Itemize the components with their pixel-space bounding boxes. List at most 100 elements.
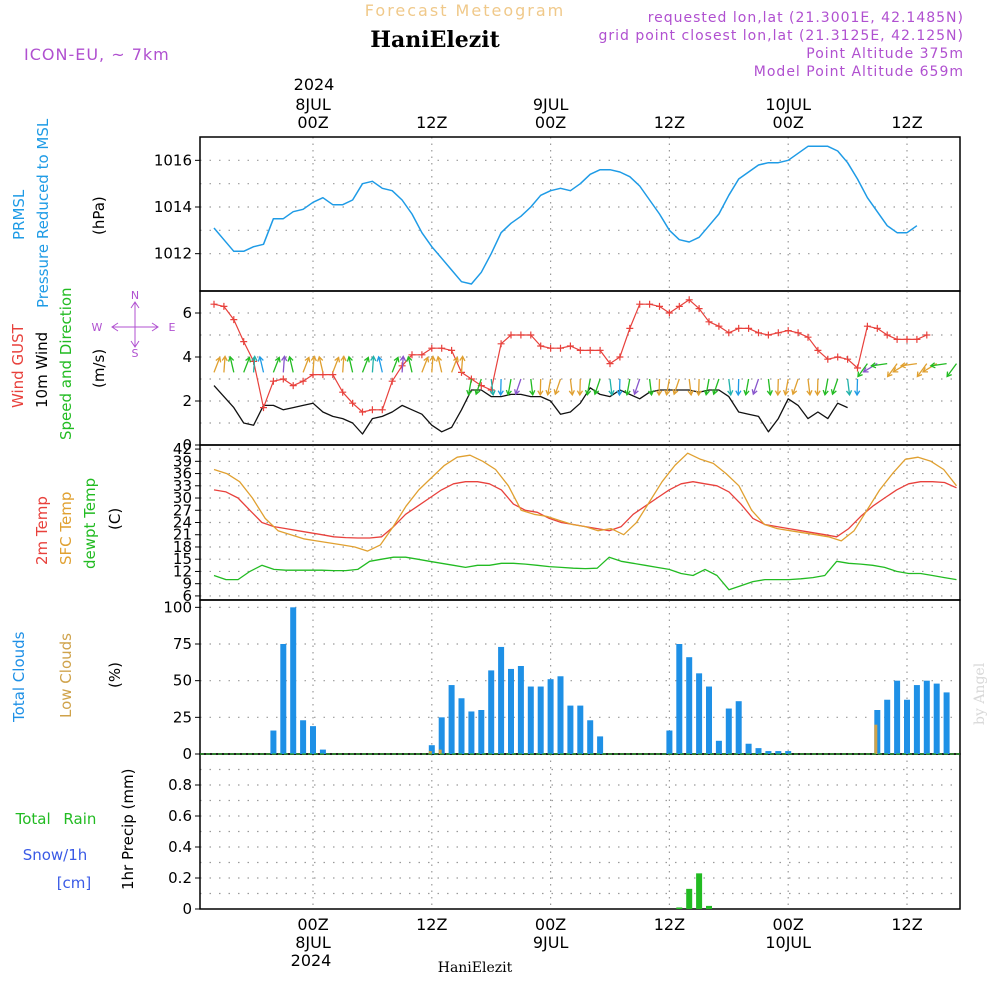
- wind-direction-arrow: [824, 378, 829, 395]
- wind-direction-arrow: [930, 362, 947, 367]
- wind-panel-frame: [199, 290, 961, 446]
- total-cloud-bar: [884, 699, 891, 754]
- total-cloud-bar: [280, 644, 287, 754]
- wind-gust-marker: [299, 377, 307, 385]
- wind-gust-marker: [804, 333, 812, 341]
- total-cloud-bar: [468, 711, 475, 754]
- wind-gust-marker: [566, 342, 574, 350]
- wind-direction-arrow: [312, 356, 315, 373]
- pressure-ytick-label: 1014: [154, 198, 192, 216]
- wind-direction-arrowhead: [929, 362, 936, 369]
- wind-gust-marker: [675, 302, 683, 310]
- wind-ytick-label: 0: [182, 436, 192, 454]
- wind-direction-arrowhead: [568, 390, 575, 397]
- wind-gust-marker: [448, 346, 456, 354]
- wind-direction-arrow: [871, 362, 888, 367]
- clouds-ytick-label: 0: [182, 745, 192, 763]
- wind-unit: (m/s): [90, 349, 108, 388]
- top-x-label: 10JUL: [765, 95, 811, 114]
- wind-direction-arrowhead: [857, 371, 863, 378]
- wind-gust-marker: [418, 351, 426, 359]
- total-cloud-bar: [775, 751, 782, 754]
- wind-gust-marker: [873, 324, 881, 332]
- rain-bar: [706, 905, 712, 909]
- wind-direction-arrowhead: [274, 356, 281, 363]
- rain-bar: [696, 873, 703, 909]
- total-cloud-bar: [319, 749, 326, 754]
- wind-gust-marker: [893, 335, 901, 343]
- wind-direction-arrowhead: [376, 355, 383, 362]
- wind-gust-marker: [497, 340, 505, 348]
- wind-gust-marker: [824, 355, 832, 363]
- bottom-x-label: 9JUL: [533, 933, 569, 952]
- wind-direction-arrowhead: [712, 389, 718, 396]
- wind-gust-line: [213, 299, 928, 413]
- wind-direction-arrowhead: [215, 356, 222, 363]
- wind-direction-arrow: [515, 378, 522, 395]
- compass-n: N: [131, 289, 139, 302]
- bottom-x-label: 12Z: [891, 915, 922, 934]
- wind-direction-arrowhead: [608, 390, 615, 397]
- total-cloud-bar: [448, 685, 455, 754]
- top-x-label: 8JUL: [295, 95, 331, 114]
- total-cloud-bar: [933, 683, 940, 754]
- wind-direction-arrow: [530, 378, 534, 395]
- wind-gust-marker: [240, 338, 248, 346]
- wind-direction-arrowhead: [489, 390, 496, 397]
- wind-direction-arrowhead: [228, 355, 235, 362]
- data-layer: [200, 145, 960, 909]
- rain-bar: [676, 907, 683, 909]
- wind-direction-arrow: [648, 378, 653, 395]
- wind-direction-arrow: [705, 378, 710, 395]
- total-cloud-bar: [310, 726, 316, 754]
- wind-direction-arrow: [437, 356, 443, 373]
- total-cloud-bar: [706, 686, 712, 754]
- total-cloud-bar: [943, 692, 950, 754]
- temp-2m-label: 2m Temp: [33, 496, 51, 565]
- wind-gust-marker: [210, 300, 218, 308]
- total-cloud-bar: [537, 686, 544, 754]
- wind-gust-marker: [537, 342, 545, 350]
- wind-direction-arrow: [401, 356, 404, 373]
- wind-direction-arrow: [282, 356, 286, 373]
- bottom-x-label: 12Z: [416, 915, 447, 934]
- wind-gust-marker: [359, 408, 366, 416]
- wind-gust-marker: [725, 329, 733, 337]
- wind-direction-arrowhead: [782, 389, 790, 396]
- wind-direction-arrowhead: [687, 390, 694, 397]
- total-cloud-bar: [894, 680, 901, 754]
- pressure-label-2: Pressure Reduced to MSL: [34, 118, 52, 308]
- wind-gust-marker: [745, 324, 753, 332]
- bottom-x-label: 00Z: [773, 915, 804, 934]
- wind-direction-arrowhead: [921, 367, 928, 373]
- clouds-ytick-label: 25: [173, 708, 192, 726]
- model-label: ICON-EU, ~ 7km: [24, 45, 170, 64]
- wind-direction-arrow: [784, 378, 789, 395]
- wind-gust-marker: [923, 331, 931, 339]
- wind-direction-arrow: [342, 356, 345, 373]
- pressure-ytick-label: 1016: [154, 151, 192, 169]
- wind-gust-marker: [883, 331, 891, 339]
- wind-direction-arrow: [259, 356, 265, 373]
- wind-gust-label: Wind GUST: [9, 323, 27, 408]
- requested-coords: requested lon,lat (21.3001E, 42.1485N): [648, 10, 964, 26]
- wind-direction-arrowhead: [735, 390, 742, 397]
- wind-direction-arrow: [586, 378, 591, 395]
- watermark: by Angel: [972, 662, 988, 725]
- wind-gust-marker: [438, 344, 446, 352]
- total-cloud-bar: [300, 720, 307, 754]
- wind-direction-arrow: [391, 357, 399, 373]
- total-cloud-bar: [270, 730, 277, 754]
- wind-gust-marker: [616, 353, 624, 361]
- wind-gust-marker: [408, 351, 416, 359]
- wind-direction-arrowhead: [766, 390, 773, 397]
- total-cloud-bar: [735, 701, 742, 754]
- wind-direction-arrowhead: [497, 390, 504, 397]
- wind-direction-arrow: [348, 356, 354, 373]
- total-cloud-bar: [696, 673, 703, 754]
- total-cloud-bar: [527, 686, 534, 754]
- temp-ytick-label: 42: [173, 440, 192, 458]
- total-cloud-bar: [567, 705, 574, 754]
- wind-gust-marker: [517, 331, 525, 339]
- wind-direction-arrowhead: [656, 390, 663, 397]
